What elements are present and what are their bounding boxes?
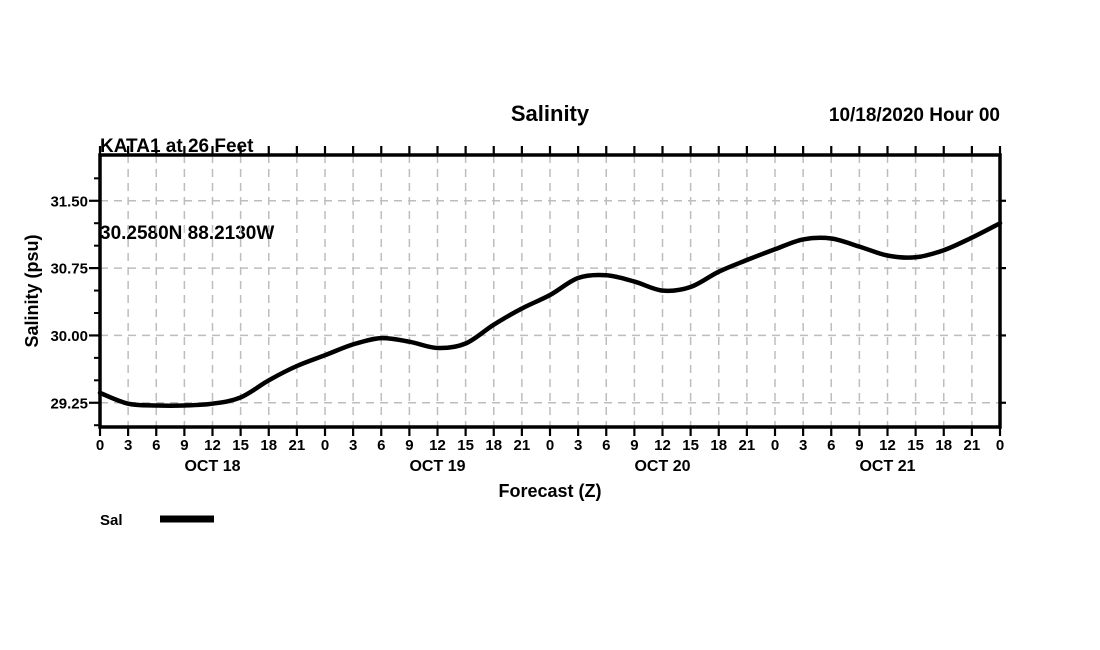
x-tick-label: 12 <box>879 437 896 454</box>
x-tick-label: 12 <box>429 437 446 454</box>
y-tick-label: 31.50 <box>50 193 88 210</box>
y-axis-title: Salinity (psu) <box>22 234 42 347</box>
x-tick-label: 15 <box>457 437 474 454</box>
forecast-run-datetime: 10/18/2020 Hour 00 <box>828 105 1000 126</box>
x-tick-label: 6 <box>827 437 835 454</box>
x-tick-label: 3 <box>349 437 357 454</box>
x-tick-label: 9 <box>405 437 413 454</box>
station-header: KATA1 at 26 Feet 30.2580N 88.2130W <box>100 74 274 306</box>
x-tick-label: 0 <box>771 437 779 454</box>
station-name: KATA1 at 26 Feet <box>100 136 254 157</box>
x-tick-label: 3 <box>124 437 132 454</box>
x-tick-label: 18 <box>485 437 502 454</box>
salinity-series-line <box>97 220 1003 408</box>
x-tick-label: 9 <box>855 437 863 454</box>
x-tick-label: 12 <box>204 437 221 454</box>
x-tick-label: 15 <box>682 437 699 454</box>
day-label: OCT 21 <box>859 458 915 475</box>
x-tick-label: 12 <box>654 437 671 454</box>
x-tick-label: 6 <box>377 437 385 454</box>
chart-title: Salinity <box>510 101 590 126</box>
x-tick-label: 0 <box>96 437 104 454</box>
x-tick-label: 21 <box>289 437 306 454</box>
x-tick-label: 9 <box>630 437 638 454</box>
day-label: OCT 20 <box>634 458 690 475</box>
x-tick-label: 18 <box>710 437 727 454</box>
x-tick-label: 18 <box>935 437 952 454</box>
x-tick-label: 15 <box>907 437 924 454</box>
legend-label: Sal <box>100 512 123 529</box>
x-tick-label: 21 <box>739 437 756 454</box>
x-tick-label: 6 <box>602 437 610 454</box>
x-axis-title: Forecast (Z) <box>498 481 601 501</box>
x-tick-label: 6 <box>152 437 160 454</box>
x-tick-label: 9 <box>180 437 188 454</box>
y-tick-label: 30.75 <box>50 261 88 278</box>
x-tick-label: 18 <box>260 437 277 454</box>
x-tick-label: 0 <box>546 437 554 454</box>
day-label: OCT 18 <box>184 458 240 475</box>
x-tick-label: 3 <box>799 437 807 454</box>
x-tick-label: 0 <box>321 437 329 454</box>
y-tick-label: 30.00 <box>50 328 88 345</box>
station-coordinates: 30.2580N 88.2130W <box>100 223 275 244</box>
x-tick-label: 21 <box>514 437 531 454</box>
x-tick-label: 3 <box>574 437 582 454</box>
x-tick-label: 15 <box>232 437 249 454</box>
x-tick-label: 0 <box>996 437 1004 454</box>
day-label: OCT 19 <box>409 458 465 475</box>
y-tick-label: 29.25 <box>50 395 88 412</box>
x-tick-label: 21 <box>964 437 981 454</box>
